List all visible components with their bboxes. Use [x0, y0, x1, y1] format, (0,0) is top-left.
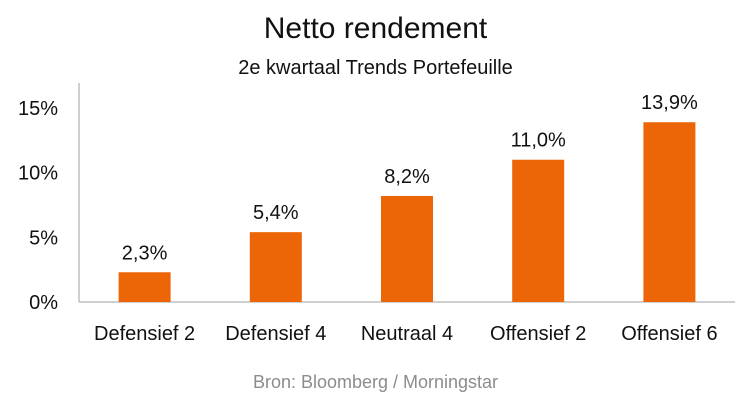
category-label: Defensief 4: [225, 323, 326, 345]
chart-title: Netto rendement: [263, 12, 488, 45]
y-axis-ticks: 0% 5% 10% 15%: [18, 98, 58, 314]
value-label: 5,4%: [253, 202, 299, 224]
value-label: 13,9%: [641, 92, 698, 114]
value-labels: 2,3% 5,4% 8,2% 11,0% 13,9%: [122, 92, 698, 264]
category-label: Defensief 2: [94, 323, 195, 345]
y-tick-label: 0%: [29, 292, 58, 314]
chart-subtitle: 2e kwartaal Trends Portefeuille: [238, 57, 513, 79]
bar: [512, 159, 565, 302]
value-label: 11,0%: [511, 130, 566, 152]
category-label: Offensief 6: [621, 323, 717, 345]
value-label: 2,3%: [122, 242, 168, 264]
y-tick-label: 10%: [18, 163, 58, 185]
category-label: Offensief 2: [490, 323, 586, 345]
bar: [118, 272, 171, 302]
category-labels: Defensief 2 Defensief 4 Neutraal 4 Offensie…: [94, 323, 718, 345]
y-tick-label: 5%: [29, 227, 58, 249]
source-note: Bron: Bloomberg / Morningstar: [252, 372, 499, 392]
bar: [643, 122, 696, 302]
y-tick-label: 15%: [18, 98, 58, 120]
category-label: Neutraal 4: [361, 323, 453, 345]
bar: [249, 232, 302, 302]
bars: [118, 122, 696, 302]
value-label: 8,2%: [384, 166, 430, 188]
bar: [381, 195, 433, 302]
